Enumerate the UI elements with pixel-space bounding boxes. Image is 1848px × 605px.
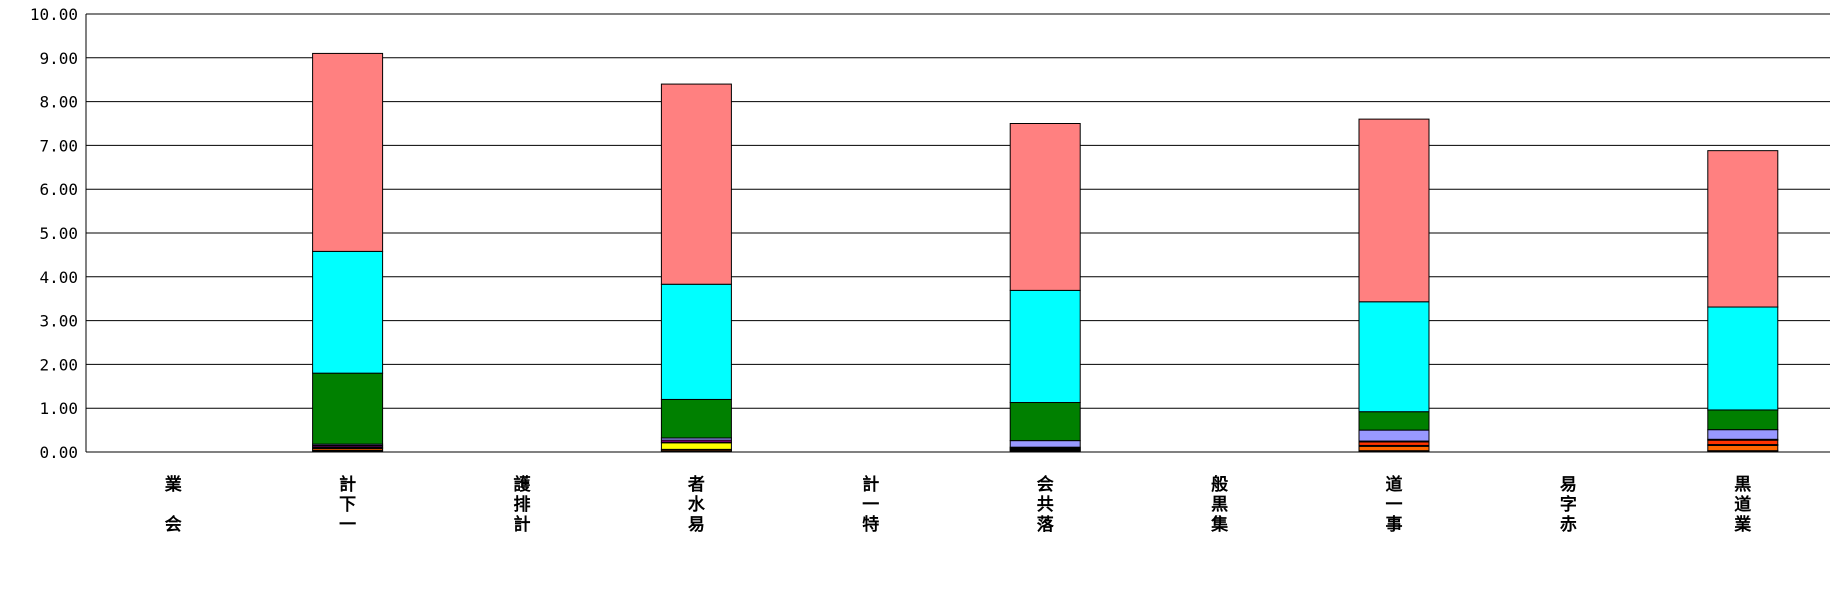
- bar-segment: [660, 83, 732, 285]
- bar-segment: [312, 250, 384, 374]
- bar-segment: [1358, 429, 1430, 442]
- category-char: 一: [862, 495, 879, 515]
- category-label: 般黒集: [1210, 474, 1229, 535]
- category-label: 者水易: [687, 474, 706, 535]
- y-tick-label: 10.00: [30, 5, 78, 24]
- category-label: 道一事: [1386, 474, 1403, 535]
- category-label: 黒道業: [1734, 475, 1751, 535]
- stacked-bar: [312, 52, 384, 453]
- bar-segment: [1707, 439, 1779, 446]
- y-tick-label: 2.00: [39, 355, 78, 374]
- category-label: 会共落: [1037, 474, 1055, 535]
- category-char: 黒: [1734, 475, 1751, 495]
- category-char: 道: [1386, 474, 1403, 495]
- y-tick-label: 5.00: [39, 224, 78, 243]
- category-char: 下: [339, 495, 356, 515]
- bar-segment: [1707, 306, 1779, 411]
- bar-segment: [1009, 440, 1081, 448]
- bar-segment: [1358, 118, 1430, 303]
- y-tick-label: 7.00: [39, 136, 78, 155]
- category-char: 水: [688, 494, 706, 515]
- bar-segment: [1707, 444, 1779, 452]
- category-char: 業: [165, 474, 182, 495]
- bar-segment: [312, 372, 384, 445]
- category-label: 護排計: [514, 474, 532, 535]
- category-char: 易: [688, 515, 705, 535]
- category-char: 業: [1734, 514, 1751, 535]
- bar-segment: [1009, 402, 1081, 442]
- category-char: 者: [687, 474, 705, 495]
- bar-segment: [1358, 411, 1430, 431]
- stacked-bar: [1009, 123, 1081, 453]
- bar-segment: [660, 283, 732, 400]
- y-axis-tick-labels: 0.00 1.00 2.00 3.00 4.00 5.00 6.00 7.00 8.00 9.00…: [30, 5, 78, 462]
- category-char: 字: [1560, 494, 1577, 515]
- stacked-bar: [1707, 150, 1779, 453]
- category-char: 計: [339, 474, 356, 495]
- bar-segment: [660, 442, 732, 450]
- category-char: 計: [514, 514, 531, 535]
- bar-segment: [1707, 409, 1779, 431]
- category-char: 護: [514, 474, 532, 495]
- y-tick-label: 9.00: [39, 49, 78, 68]
- category-char: 事: [1386, 515, 1403, 535]
- category-char: 特: [862, 514, 879, 535]
- bar-segment: [1358, 301, 1430, 413]
- stacked-bar: [660, 83, 732, 453]
- category-char: 計: [862, 474, 879, 495]
- category-char: 排: [514, 494, 531, 515]
- stacked-bar: [1358, 118, 1430, 453]
- category-char: 道: [1734, 494, 1751, 515]
- category-char: 赤: [1560, 514, 1577, 535]
- category-char: 黒: [1211, 495, 1228, 515]
- category-char: 共: [1037, 495, 1054, 515]
- bar-segment: [1358, 445, 1430, 452]
- category-label: 計下一: [339, 474, 356, 535]
- category-char: 集: [1210, 514, 1229, 535]
- bar-segment: [1707, 429, 1779, 440]
- category-label: 計一特: [862, 474, 879, 535]
- y-tick-label: 3.00: [39, 312, 78, 331]
- category-char: 一: [1386, 495, 1403, 515]
- bar-segment: [1358, 441, 1430, 446]
- category-label: 業会: [165, 474, 182, 535]
- category-char: 会: [1037, 474, 1054, 495]
- bar-segment: [660, 398, 732, 439]
- category-char: 落: [1037, 515, 1055, 535]
- y-tick-label: 1.00: [39, 399, 78, 418]
- y-tick-label: 8.00: [39, 93, 78, 112]
- bar-segment: [1707, 150, 1779, 308]
- y-tick-label: 4.00: [39, 268, 78, 287]
- category-char: 一: [339, 515, 356, 535]
- category-char: 会: [165, 514, 182, 535]
- bar-segment: [312, 52, 384, 252]
- bars: [312, 52, 1779, 453]
- bar-segment: [1009, 289, 1081, 404]
- category-label: 易字赤: [1560, 475, 1577, 535]
- bar-segment: [1009, 123, 1081, 291]
- y-tick-label: 0.00: [39, 443, 78, 462]
- category-char: 易: [1560, 475, 1577, 495]
- category-char: 般: [1211, 474, 1228, 495]
- y-tick-label: 6.00: [39, 180, 78, 199]
